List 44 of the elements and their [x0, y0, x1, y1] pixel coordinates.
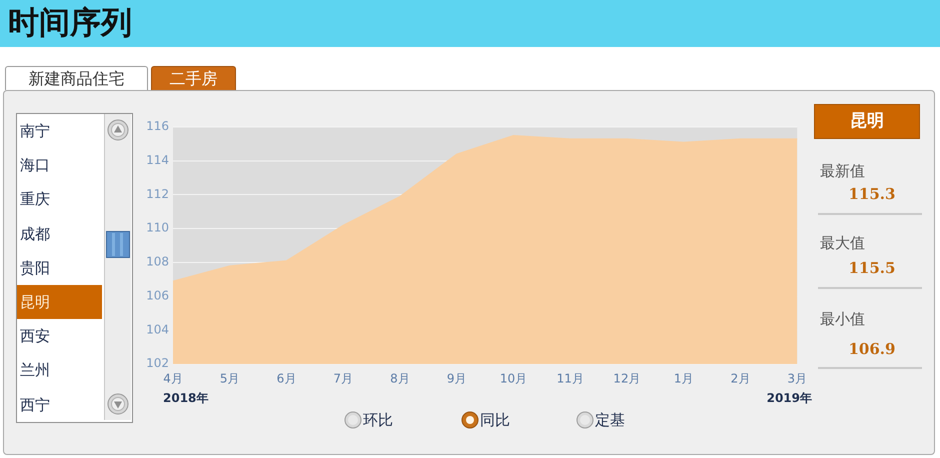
x-tick-label: 7月 — [333, 371, 354, 386]
x-tick-label: 2月 — [730, 371, 750, 386]
x-tick-label: 4月 — [163, 371, 183, 386]
tab: 二手房 — [151, 66, 236, 90]
text: 西安 — [20, 327, 50, 346]
y-tick-label: 108 — [146, 254, 169, 269]
y-tick-label: 110 — [146, 220, 169, 235]
text: 成都 — [20, 224, 50, 243]
x-tick-label: 8月 — [390, 371, 410, 386]
y-tick-label: 104 — [146, 322, 169, 336]
text: 106.9 — [848, 340, 896, 358]
text: 环比 — [363, 411, 393, 429]
x-tick-label: 5月 — [220, 371, 240, 386]
y-tick-label: 112 — [146, 186, 169, 201]
chart-title: 时间序列 — [8, 5, 132, 41]
x-tick-label: 12月 — [613, 371, 641, 386]
y-tick-label: 102 — [146, 356, 169, 370]
text: 重庆 — [20, 190, 50, 208]
x-tick-label: 1月 — [674, 371, 694, 386]
text: 115.3 — [848, 185, 896, 203]
x-tick-label: 9月 — [446, 371, 467, 386]
x-tick-label: 6月 — [276, 371, 296, 386]
text: 贵阳 — [20, 258, 50, 277]
y-tick-label: 106 — [146, 288, 169, 302]
tab: 新建商品住宅 — [5, 66, 148, 90]
text: 115.5 — [848, 259, 896, 277]
y-tick-label: 114 — [146, 152, 169, 167]
x-tick-label: 3月 — [787, 371, 808, 386]
text: 定基 — [595, 411, 625, 429]
text: 西宁 — [20, 396, 50, 414]
text: 最新值 — [820, 162, 865, 180]
text: 最大值 — [820, 234, 865, 252]
text: 南宁 — [20, 122, 50, 140]
selected-row: 昆明 — [17, 285, 102, 319]
label-box: 昆明 — [814, 104, 920, 139]
text: 海口 — [20, 156, 50, 174]
text: 2018年 — [163, 391, 208, 405]
text: 兰州 — [20, 361, 50, 380]
y-tick-label: 116 — [146, 119, 169, 134]
x-tick-label: 11月 — [556, 371, 584, 386]
x-tick-label: 10月 — [500, 371, 528, 386]
text: 同比 — [480, 411, 510, 429]
text: 2019年 — [766, 391, 812, 405]
text: 最小值 — [820, 310, 865, 328]
